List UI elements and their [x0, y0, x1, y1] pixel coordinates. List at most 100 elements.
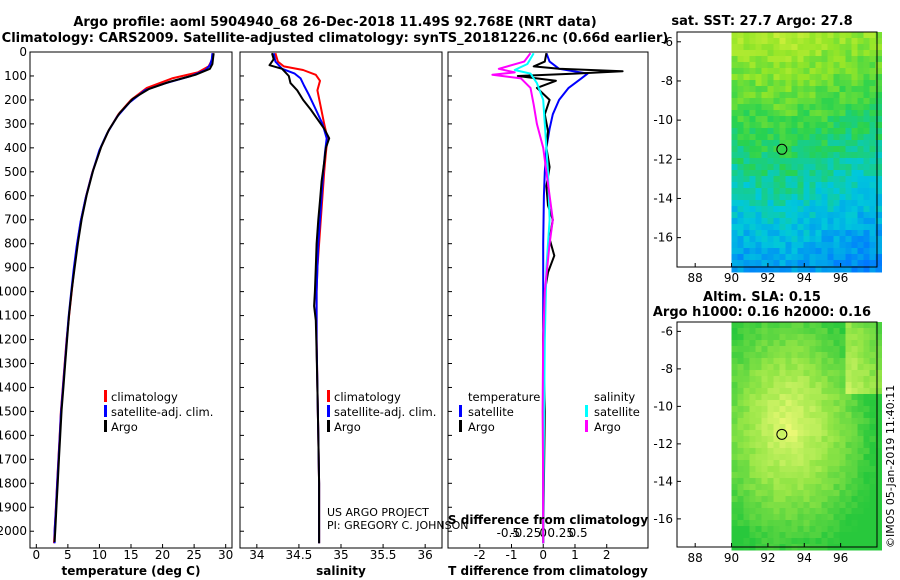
map-cell	[839, 430, 846, 437]
map-cell	[779, 62, 786, 69]
map-cell	[791, 472, 798, 479]
map-cell	[875, 152, 882, 159]
map-cell	[869, 382, 876, 389]
map-cell	[833, 538, 840, 545]
map-cell	[737, 376, 744, 383]
map-cell	[743, 116, 750, 123]
map-cell	[797, 376, 804, 383]
map-cell	[845, 538, 852, 545]
map-cell	[839, 394, 846, 401]
map-cell	[875, 328, 882, 335]
map-cell	[827, 472, 834, 479]
map-cell	[809, 182, 816, 189]
map-cell	[821, 328, 828, 335]
map-cell	[779, 242, 786, 249]
map-cell	[731, 406, 738, 413]
map-cell	[815, 442, 822, 449]
map-cell	[779, 152, 786, 159]
map-cell	[857, 122, 864, 129]
map-cell	[863, 86, 870, 93]
map-cell	[743, 38, 750, 45]
map-cell	[863, 158, 870, 165]
map-cell	[875, 32, 882, 39]
map-cell	[755, 340, 762, 347]
map-cell	[749, 158, 756, 165]
map-cell	[863, 206, 870, 213]
map-cell	[785, 424, 792, 431]
map-cell	[809, 104, 816, 111]
map-cell	[833, 532, 840, 539]
map-cell	[833, 266, 840, 273]
map-cell	[749, 32, 756, 39]
map-cell	[821, 170, 828, 177]
map-cell	[839, 122, 846, 129]
map-cell	[743, 68, 750, 75]
depth-tick-label: 300	[4, 117, 27, 131]
map-cell	[773, 152, 780, 159]
map-cell	[845, 532, 852, 539]
map-cell	[857, 466, 864, 473]
map-cell	[857, 194, 864, 201]
map-cell	[743, 212, 750, 219]
map-cell	[755, 200, 762, 207]
map-cell	[737, 538, 744, 545]
map-cell	[851, 212, 858, 219]
map-cell	[803, 224, 810, 231]
map-cell	[863, 340, 870, 347]
map-cell	[767, 394, 774, 401]
map-cell	[833, 436, 840, 443]
map-cell	[731, 388, 738, 395]
map-cell	[797, 340, 804, 347]
map-cell	[755, 68, 762, 75]
map-cell	[809, 50, 816, 57]
map-cell	[749, 448, 756, 455]
map-cell	[863, 526, 870, 533]
map-cell	[803, 466, 810, 473]
difference-temperature-legend: temperature satellite Argo	[459, 390, 540, 434]
map-cell	[851, 472, 858, 479]
map-cell	[803, 158, 810, 165]
map-cell	[857, 236, 864, 243]
map-cell	[815, 38, 822, 45]
map-cell	[809, 242, 816, 249]
map-cell	[737, 56, 744, 63]
map-cell	[827, 146, 834, 153]
map-cell	[857, 38, 864, 45]
map-cell	[785, 508, 792, 515]
map-cell	[749, 206, 756, 213]
map-cell	[809, 224, 816, 231]
map-cell	[821, 260, 828, 267]
map-cell	[743, 194, 750, 201]
map-cell	[749, 152, 756, 159]
map-cell	[731, 376, 738, 383]
map-cell	[761, 230, 768, 237]
map-cell	[731, 508, 738, 515]
map-cell	[845, 260, 852, 267]
map-cell	[773, 212, 780, 219]
map-cell	[851, 104, 858, 111]
map-cell	[767, 170, 774, 177]
map-cell	[839, 260, 846, 267]
map-cell	[797, 212, 804, 219]
map-cell	[731, 200, 738, 207]
map-cell	[755, 146, 762, 153]
map-cell	[827, 140, 834, 147]
map-cell	[797, 56, 804, 63]
map-cell	[749, 328, 756, 335]
map-cell	[875, 466, 882, 473]
map-cell	[779, 134, 786, 141]
map-cell	[743, 260, 750, 267]
map-cell	[827, 478, 834, 485]
depth-tick-label: 1100	[0, 309, 27, 323]
map-cell	[731, 224, 738, 231]
map-cell	[749, 188, 756, 195]
map-cell	[773, 182, 780, 189]
map-cell	[797, 200, 804, 207]
map-cell	[803, 200, 810, 207]
map-cell	[731, 254, 738, 261]
map-cell	[797, 230, 804, 237]
map-cell	[731, 32, 738, 39]
map-cell	[731, 242, 738, 249]
map-cell	[779, 466, 786, 473]
map-cell	[767, 134, 774, 141]
